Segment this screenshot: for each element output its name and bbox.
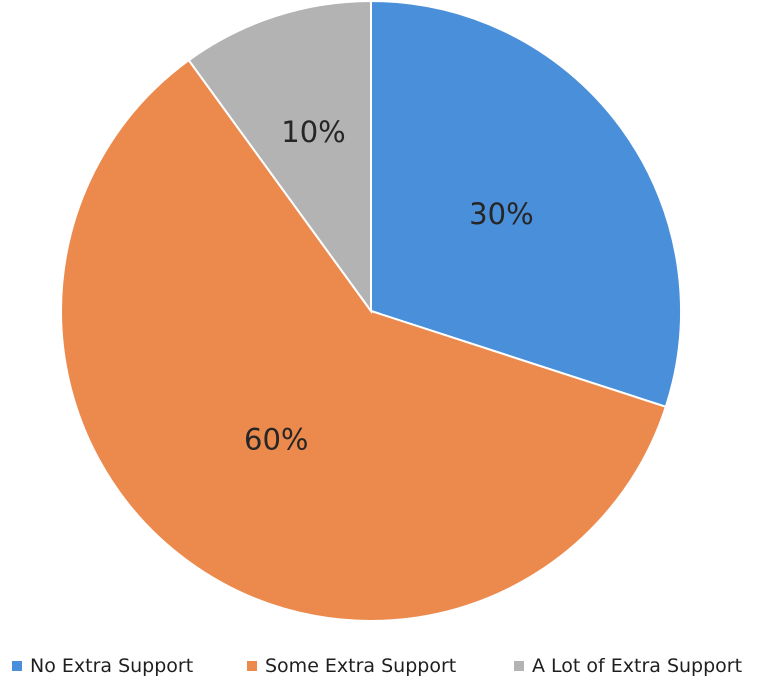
pie-label-a-lot-of-extra-support: 10%: [281, 115, 345, 149]
legend-label-a-lot-of-extra-support: A Lot of Extra Support: [532, 655, 743, 677]
legend-label-no-extra-support: No Extra Support: [30, 655, 194, 677]
pie-label-no-extra-support: 30%: [469, 197, 533, 231]
legend-item-no-extra-support: No Extra Support: [12, 655, 193, 677]
legend-item-some-extra-support: Some Extra Support: [247, 655, 456, 677]
pie-slice-some-extra-support: [60, 58, 668, 622]
pie-slice-no-extra-support: [370, 0, 682, 409]
pie-labels: 30% 60% 10%: [244, 115, 534, 456]
pie-label-some-extra-support: 60%: [244, 422, 308, 456]
legend-swatch-some-extra-support: [247, 661, 257, 671]
legend-swatch-a-lot-of-extra-support: [514, 661, 524, 671]
pie-slices: [60, 0, 682, 622]
legend-swatch-no-extra-support: [12, 661, 22, 671]
legend-item-a-lot-of-extra-support: A Lot of Extra Support: [514, 655, 742, 677]
chart-legend: No Extra Support Some Extra Support A Lo…: [0, 655, 762, 683]
legend-label-some-extra-support: Some Extra Support: [265, 655, 457, 677]
pie-slice-a-lot-of-extra-support: [187, 0, 372, 315]
